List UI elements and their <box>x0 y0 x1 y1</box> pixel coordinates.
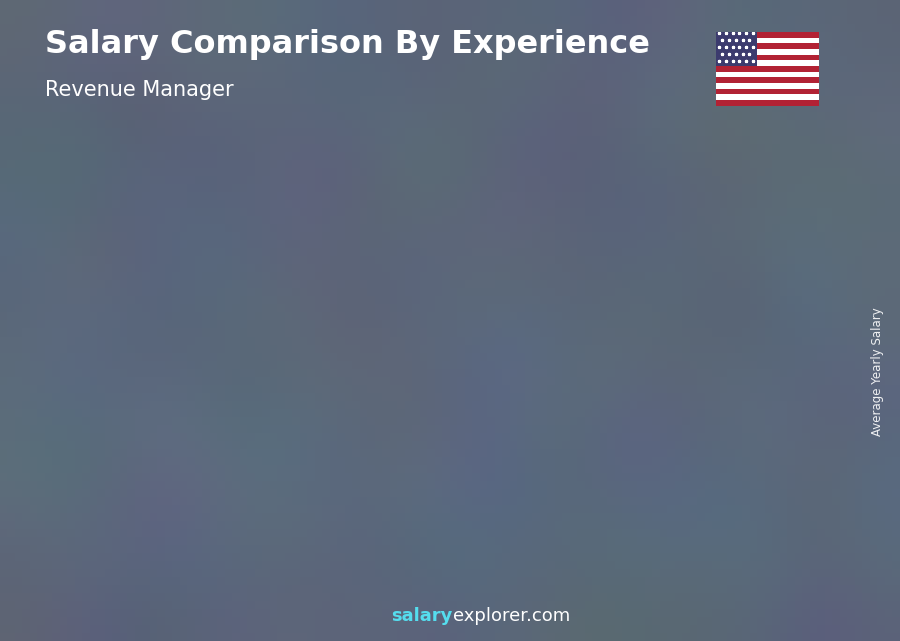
Bar <box>350 326 412 558</box>
Bar <box>716 72 819 78</box>
Bar <box>716 32 819 38</box>
Bar <box>462 263 532 279</box>
Bar <box>470 271 532 558</box>
Text: Revenue Manager: Revenue Manager <box>45 80 234 100</box>
Text: 154,000 USD: 154,000 USD <box>696 211 787 225</box>
Bar <box>716 94 819 100</box>
Bar <box>102 423 172 431</box>
Bar <box>710 231 772 558</box>
Bar <box>702 231 710 558</box>
Bar <box>716 54 819 60</box>
Bar <box>716 83 819 88</box>
Bar <box>110 427 172 558</box>
Bar <box>581 249 590 558</box>
Bar <box>716 60 819 66</box>
Bar <box>716 78 819 83</box>
Text: explorer.com: explorer.com <box>453 607 570 625</box>
Text: +29%: +29% <box>169 315 232 335</box>
Bar <box>462 271 470 558</box>
Bar <box>716 32 757 66</box>
Bar <box>221 385 292 395</box>
Bar <box>342 320 412 333</box>
Bar <box>702 221 772 240</box>
Bar <box>716 44 819 49</box>
Bar <box>716 66 819 72</box>
Text: +7%: +7% <box>656 167 706 186</box>
Bar <box>102 427 110 558</box>
Text: +24%: +24% <box>410 194 472 213</box>
Text: +7%: +7% <box>536 171 586 190</box>
Text: 79,000 USD: 79,000 USD <box>220 370 302 385</box>
Bar <box>590 249 652 558</box>
Text: 109,000 USD: 109,000 USD <box>336 307 427 320</box>
Bar <box>716 88 819 94</box>
Text: +38%: +38% <box>290 252 353 271</box>
Text: salary: salary <box>392 607 453 625</box>
Bar <box>716 100 819 106</box>
Bar <box>716 49 819 54</box>
Bar <box>716 38 819 44</box>
Text: 61,500 USD: 61,500 USD <box>95 408 178 422</box>
Bar <box>230 390 292 558</box>
Text: Salary Comparison By Experience: Salary Comparison By Experience <box>45 29 650 60</box>
Bar <box>221 390 230 558</box>
Bar <box>581 241 652 258</box>
Bar <box>342 326 350 558</box>
Text: 135,000 USD: 135,000 USD <box>455 251 546 265</box>
Text: Average Yearly Salary: Average Yearly Salary <box>871 308 884 436</box>
Text: 145,000 USD: 145,000 USD <box>575 230 667 244</box>
